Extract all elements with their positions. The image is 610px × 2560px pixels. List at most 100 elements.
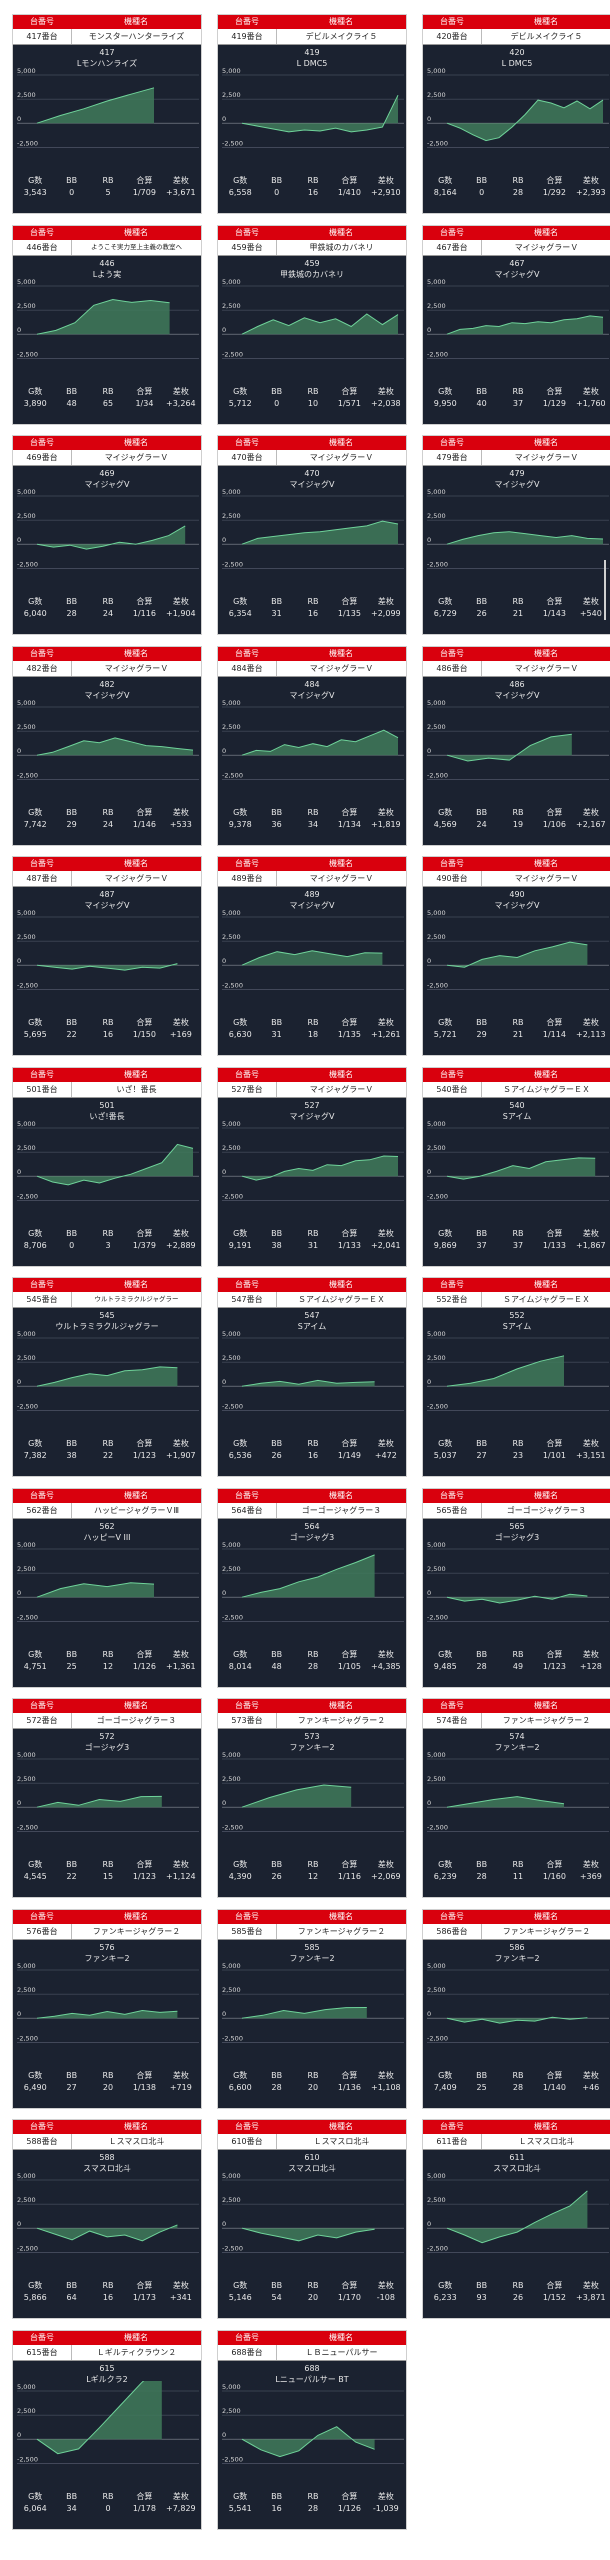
model-name[interactable]: マイジャグラーＶ — [514, 453, 579, 462]
model-name[interactable]: ファンキージャグラー２ — [297, 1716, 386, 1725]
machine-card[interactable]: 台番号 機種名 501番台 いざ！番長 501 いざ!番長 5,000 2,500 0 -2,50… — [12, 1067, 202, 1267]
machine-card[interactable]: 台番号 機種名 576番台 ファンキージャグラー２ 576 ファンキー2 5,000 2,50… — [12, 1909, 202, 2109]
model-name[interactable]: ファンキージャグラー２ — [92, 1927, 181, 1936]
bb-value: 31 — [271, 609, 282, 618]
machine-card[interactable]: 台番号 機種名 615番台 Ｌギルティクラウン２ 615 Lギルクラ2 5,000 2,500… — [12, 2330, 202, 2530]
rb-value: 31 — [307, 1241, 319, 1250]
model-name[interactable]: ファンキージャグラー２ — [297, 1927, 386, 1936]
machine-card[interactable]: 台番号 機種名 688番台 ＬＢニューパルサー 688 Lニューパルサー BT 5,000 2… — [217, 2330, 407, 2530]
y-tick-label: 0 — [17, 1799, 21, 1807]
machine-card[interactable]: 台番号 機種名 564番台 ゴーゴージャグラー３ 564 ゴージャグ3 5,000 2,500… — [217, 1488, 407, 1688]
combined-rate-value: 1/106 — [542, 820, 566, 829]
machine-no-header: 台番号 — [440, 228, 464, 237]
stat-label: BB — [271, 597, 283, 606]
model-name[interactable]: ゴーゴージャグラー３ — [96, 1716, 177, 1725]
machine-card[interactable]: 台番号 機種名 469番台 マイジャグラーＶ 469 マイジャグV 5,000 2,500 0 -… — [12, 435, 202, 635]
model-name[interactable]: ファンキージャグラー２ — [502, 1927, 591, 1936]
machine-card[interactable]: 台番号 機種名 545番台 ウルトラミラクルジャグラー 545 ウルトラミラクルジャグラー… — [12, 1277, 202, 1477]
machine-card[interactable]: 台番号 機種名 482番台 マイジャグラーＶ 482 マイジャグV 5,000 2,500 0 -… — [12, 646, 202, 846]
machine-card[interactable]: 台番号 機種名 586番台 ファンキージャグラー２ 586 ファンキー2 5,000 2,50… — [422, 1909, 610, 2109]
combined-rate-value: 1/143 — [542, 609, 566, 618]
machine-card[interactable]: 台番号 機種名 552番台 ＳアイムジャグラーＥＸ 552 Sアイム 5,000 2,500 0… — [422, 1277, 610, 1477]
y-tick-label: 5,000 — [427, 67, 446, 75]
model-header: 機種名 — [534, 1280, 558, 1289]
model-name[interactable]: マイジャグラーＶ — [309, 874, 374, 883]
model-name[interactable]: デビルメイクライ５ — [510, 32, 583, 41]
machine-card[interactable]: 台番号 機種名 489番台 マイジャグラーＶ 489 マイジャグV 5,000 2,500 0 -… — [217, 856, 407, 1056]
model-name[interactable]: ハッピージャグラーＶⅢ — [94, 1506, 179, 1515]
games-value: 6,630 — [228, 1030, 252, 1039]
model-name[interactable]: マイジャグラーＶ — [514, 664, 579, 673]
model-name[interactable]: Ｌスマスロ北斗 — [108, 2137, 165, 2146]
y-tick-label: 5,000 — [17, 488, 36, 496]
machine-card[interactable]: 台番号 機種名 446番台 ようこそ実力至上主義の教室へ 446 Lよう実 5,000 2,5… — [12, 225, 202, 425]
model-name[interactable]: マイジャグラーＶ — [309, 453, 374, 462]
model-name[interactable]: モンスターハンターライズ — [88, 32, 185, 41]
stat-label: RB — [307, 1860, 319, 1869]
machine-card[interactable]: 台番号 機種名 588番台 Ｌスマスロ北斗 588 スマスロ北斗 5,000 2,500 0 -2… — [12, 2119, 202, 2319]
machine-card[interactable]: 台番号 機種名 490番台 マイジャグラーＶ 490 マイジャグV 5,000 2,500 0 -… — [422, 856, 610, 1056]
model-name[interactable]: マイジャグラーＶ — [104, 874, 169, 883]
machine-no-header: 台番号 — [30, 17, 54, 26]
scrollbar[interactable] — [604, 560, 606, 620]
machine-card[interactable]: 台番号 機種名 585番台 ファンキージャグラー２ 585 ファンキー2 5,000 2,50… — [217, 1909, 407, 2109]
machine-card[interactable]: 台番号 機種名 470番台 マイジャグラーＶ 470 マイジャグV 5,000 2,500 0 -… — [217, 435, 407, 635]
games-value: 9,485 — [433, 1662, 457, 1671]
card-subheader: 420番台 デビルメイクライ５ — [423, 29, 610, 45]
model-name[interactable]: ファンキージャグラー２ — [502, 1716, 591, 1725]
model-name[interactable]: ＳアイムジャグラーＥＸ — [502, 1085, 591, 1094]
model-name[interactable]: ウルトラミラクルジャグラー — [94, 1295, 179, 1303]
model-name[interactable]: Ｌスマスロ北斗 — [313, 2137, 370, 2146]
model-name[interactable]: マイジャグラーＶ — [104, 664, 169, 673]
games-value: 9,950 — [433, 399, 457, 408]
bb-value: 0 — [69, 1241, 75, 1250]
machine-card[interactable]: 台番号 機種名 484番台 マイジャグラーＶ 484 マイジャグV 5,000 2,500 0 -… — [217, 646, 407, 846]
model-name[interactable]: 甲鉄城のカバネリ — [309, 243, 374, 252]
model-name[interactable]: デビルメイクライ５ — [305, 32, 378, 41]
machine-card[interactable]: 台番号 機種名 610番台 Ｌスマスロ北斗 610 スマスロ北斗 5,000 2,500 0 -2… — [217, 2119, 407, 2319]
model-name[interactable]: ＳアイムジャグラーＥＸ — [297, 1295, 386, 1304]
machine-card[interactable]: 台番号 機種名 487番台 マイジャグラーＶ 487 マイジャグV 5,000 2,500 0 -… — [12, 856, 202, 1056]
chart-machine-number: 484 — [304, 680, 320, 689]
model-name[interactable]: マイジャグラーＶ — [514, 243, 579, 252]
machine-card[interactable]: 台番号 機種名 486番台 マイジャグラーＶ 486 マイジャグV 5,000 2,500 0 -… — [422, 646, 610, 846]
machine-card[interactable]: 台番号 機種名 565番台 ゴーゴージャグラー３ 565 ゴージャグ3 5,000 2,500… — [422, 1488, 610, 1688]
chart-title: マイジャグV — [494, 691, 540, 700]
stat-label: RB — [307, 2281, 319, 2290]
machine-card[interactable]: 台番号 機種名 527番台 マイジャグラーＶ 527 マイジャグV 5,000 2,500 0 -… — [217, 1067, 407, 1267]
machine-card[interactable]: 台番号 機種名 574番台 ファンキージャグラー２ 574 ファンキー2 5,000 2,50… — [422, 1698, 610, 1898]
model-name[interactable]: マイジャグラーＶ — [309, 1085, 374, 1094]
model-name[interactable]: Ｌスマスロ北斗 — [518, 2137, 575, 2146]
model-name[interactable]: ゴーゴージャグラー３ — [506, 1506, 587, 1515]
model-name[interactable]: ようこそ実力至上主義の教室へ — [91, 243, 182, 251]
model-name[interactable]: Ｌギルティクラウン２ — [96, 2348, 177, 2357]
machine-tag: 565番台 — [423, 1503, 482, 1518]
machine-card[interactable]: 台番号 機種名 573番台 ファンキージャグラー２ 573 ファンキー2 5,000 2,50… — [217, 1698, 407, 1898]
model-name[interactable]: ゴーゴージャグラー３ — [301, 1506, 382, 1515]
diff-area — [447, 942, 588, 968]
chart-title: L DMC5 — [296, 59, 328, 68]
machine-card[interactable]: 台番号 機種名 467番台 マイジャグラーＶ 467 マイジャグV 5,000 2,500 0 -… — [422, 225, 610, 425]
machine-card[interactable]: 台番号 機種名 611番台 Ｌスマスロ北斗 611 スマスロ北斗 5,000 2,500 0 -2… — [422, 2119, 610, 2319]
model-name[interactable]: ＬＢニューパルサー — [305, 2348, 378, 2357]
stat-label: BB — [476, 808, 488, 817]
model-name[interactable]: マイジャグラーＶ — [514, 874, 579, 883]
machine-card[interactable]: 台番号 機種名 572番台 ゴーゴージャグラー３ 572 ゴージャグ3 5,000 2,500… — [12, 1698, 202, 1898]
machine-card[interactable]: 台番号 機種名 540番台 ＳアイムジャグラーＥＸ 540 Sアイム 5,000 2,500 0… — [422, 1067, 610, 1267]
y-tick-label: -2,500 — [222, 2244, 243, 2252]
stat-label: RB — [102, 2281, 114, 2290]
machine-card[interactable]: 台番号 機種名 547番台 ＳアイムジャグラーＥＸ 547 Sアイム 5,000 2,500 0… — [217, 1277, 407, 1477]
model-name[interactable]: マイジャグラーＶ — [104, 453, 169, 462]
machine-card[interactable]: 台番号 機種名 459番台 甲鉄城のカバネリ 459 甲鉄城のカバネリ 5,000 2,500… — [217, 225, 407, 425]
machine-card[interactable]: 台番号 機種名 417番台 モンスターハンターライズ 417 Lモンハンライズ 5,000 2… — [12, 14, 202, 214]
rb-value: 12 — [102, 1662, 114, 1671]
machine-card[interactable]: 台番号 機種名 420番台 デビルメイクライ５ 420 L DMC5 5,000 2,500 0… — [422, 14, 610, 214]
model-name[interactable]: マイジャグラーＶ — [309, 664, 374, 673]
machine-card[interactable]: 台番号 機種名 419番台 デビルメイクライ５ 419 L DMC5 5,000 2,500 0… — [217, 14, 407, 214]
model-name[interactable]: いざ！番長 — [116, 1085, 157, 1094]
card-subheader: 470番台 マイジャグラーＶ — [218, 450, 406, 466]
combined-rate-value: 1/101 — [542, 1451, 566, 1460]
model-name[interactable]: ＳアイムジャグラーＥＸ — [502, 1295, 591, 1304]
machine-card[interactable]: 台番号 機種名 562番台 ハッピージャグラーＶⅢ 562 ハッピーV III 5,000 2… — [12, 1488, 202, 1688]
machine-card[interactable]: 台番号 機種名 479番台 マイジャグラーＶ 479 マイジャグV 5,000 2,500 0 -… — [422, 435, 610, 635]
